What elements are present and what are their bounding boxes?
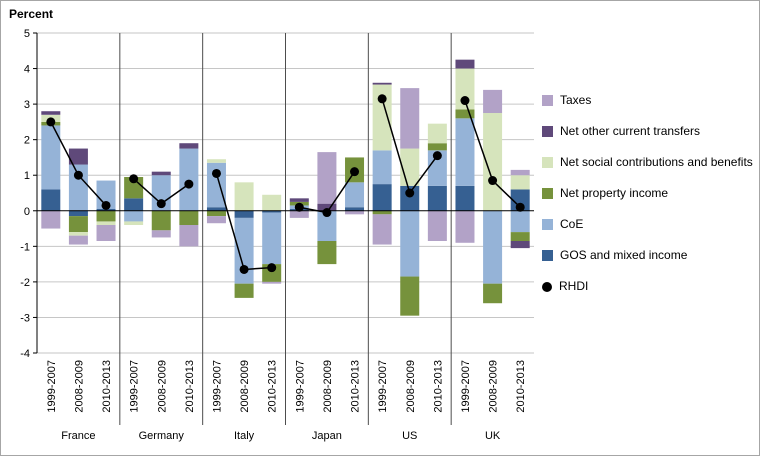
legend-label-net-other-current-transfers: Net other current transfers: [560, 124, 701, 138]
svg-text:2008-2009: 2008-2009: [322, 360, 334, 413]
svg-text:-3: -3: [20, 312, 30, 324]
svg-text:4: 4: [24, 64, 30, 76]
legend-label-net-property-income: Net property income: [560, 186, 669, 200]
svg-text:1: 1: [24, 170, 30, 182]
legend-item-net-other-current-transfers: Net other current transfers: [542, 124, 756, 139]
svg-text:0: 0: [24, 206, 30, 218]
svg-text:UK: UK: [485, 430, 501, 442]
legend-swatch-gos-and-mixed-income-icon: [542, 250, 553, 261]
legend-swatch-rhdi-dot-icon: [542, 282, 552, 292]
legend-swatch-net-property-income-icon: [542, 188, 553, 199]
svg-text:1999-2007: 1999-2007: [129, 360, 141, 413]
legend-label-taxes: Taxes: [560, 93, 592, 107]
svg-text:-4: -4: [20, 348, 30, 360]
svg-text:Italy: Italy: [234, 430, 255, 442]
svg-text:2008-2009: 2008-2009: [405, 360, 417, 413]
legend-item-net-property-income: Net property income: [542, 186, 756, 201]
legend-swatch-net-social-contributions-icon: [542, 157, 553, 168]
legend-item-net-social-contributions: Net social contributions and benefits: [542, 155, 756, 170]
legend-swatch-coe-icon: [542, 219, 553, 230]
legend-item-gos-and-mixed-income: GOS and mixed income: [542, 248, 756, 263]
legend-label-rhdi: RHDI: [559, 279, 589, 293]
legend-swatch-net-other-current-transfers-icon: [542, 126, 553, 137]
svg-text:2010-2013: 2010-2013: [184, 360, 196, 413]
svg-text:1999-2007: 1999-2007: [211, 360, 223, 413]
legend-swatch-taxes-icon: [542, 95, 553, 106]
svg-text:2010-2013: 2010-2013: [515, 360, 527, 413]
svg-text:US: US: [402, 430, 417, 442]
svg-text:Germany: Germany: [139, 430, 185, 442]
legend-item-rhdi: RHDI: [542, 279, 756, 294]
svg-text:1999-2007: 1999-2007: [46, 360, 58, 413]
svg-text:2010-2013: 2010-2013: [101, 360, 113, 413]
svg-text:2010-2013: 2010-2013: [267, 360, 279, 413]
svg-text:2008-2009: 2008-2009: [488, 360, 500, 413]
svg-text:France: France: [61, 430, 95, 442]
svg-text:2008-2009: 2008-2009: [73, 360, 85, 413]
svg-text:3: 3: [24, 99, 30, 111]
y-axis-title: Percent: [9, 7, 54, 21]
legend-label-coe: CoE: [560, 217, 584, 231]
svg-text:2010-2013: 2010-2013: [432, 360, 444, 413]
legend-item-coe: CoE: [542, 217, 756, 232]
svg-text:1999-2007: 1999-2007: [460, 360, 472, 413]
svg-text:2010-2013: 2010-2013: [350, 360, 362, 413]
svg-text:1999-2007: 1999-2007: [377, 360, 389, 413]
svg-text:2: 2: [24, 135, 30, 147]
legend: Taxes Net other current transfers Net so…: [542, 93, 756, 294]
legend-label-net-social-contributions: Net social contributions and benefits: [560, 155, 753, 169]
svg-text:-2: -2: [20, 277, 30, 289]
svg-text:-1: -1: [20, 241, 30, 253]
svg-text:2008-2009: 2008-2009: [156, 360, 168, 413]
svg-text:1999-2007: 1999-2007: [294, 360, 306, 413]
svg-text:2008-2009: 2008-2009: [239, 360, 251, 413]
legend-label-gos-and-mixed-income: GOS and mixed income: [560, 248, 688, 262]
legend-item-taxes: Taxes: [542, 93, 756, 108]
svg-text:Japan: Japan: [312, 430, 342, 442]
svg-text:5: 5: [24, 28, 30, 40]
